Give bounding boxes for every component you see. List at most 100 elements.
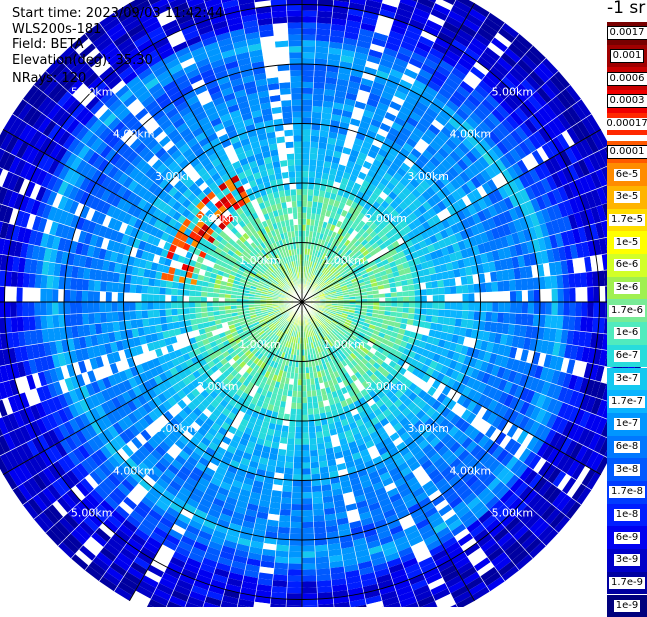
data-cell xyxy=(302,486,312,492)
data-cell xyxy=(302,415,308,421)
data-cell xyxy=(35,274,42,288)
data-cell xyxy=(159,287,166,295)
data-cell xyxy=(287,587,302,593)
data-cell xyxy=(272,586,288,593)
data-cell xyxy=(302,599,318,605)
data-cell xyxy=(94,280,101,291)
data-cell xyxy=(290,414,297,420)
data-cell xyxy=(313,515,325,522)
data-cell xyxy=(70,278,77,290)
data-cell xyxy=(509,313,516,324)
data-cell xyxy=(165,295,171,302)
data-cell xyxy=(491,281,498,292)
data-cell xyxy=(302,575,317,581)
data-cell xyxy=(491,312,498,323)
data-cell xyxy=(130,275,137,285)
data-cell xyxy=(528,290,534,302)
data-cell xyxy=(286,599,302,605)
data-cell xyxy=(302,456,310,462)
data-cell xyxy=(527,278,534,290)
data-cell xyxy=(289,546,302,552)
data-cell xyxy=(426,288,432,295)
data-cell xyxy=(165,288,171,295)
data-cell xyxy=(298,379,302,385)
data-cell xyxy=(28,302,34,316)
data-cell xyxy=(312,497,323,504)
data-cell xyxy=(285,456,294,463)
data-cell xyxy=(302,534,314,540)
data-cell xyxy=(302,563,316,569)
data-cell xyxy=(432,309,438,316)
data-cell xyxy=(52,302,58,315)
data-cell xyxy=(70,290,76,302)
data-cell xyxy=(575,287,581,302)
data-cell xyxy=(153,302,159,310)
data-cell xyxy=(534,302,540,314)
data-cell xyxy=(153,309,160,317)
data-cell xyxy=(153,294,159,302)
data-cell xyxy=(528,302,534,314)
data-cell xyxy=(486,302,492,312)
data-cell xyxy=(275,467,285,474)
data-cell xyxy=(272,580,287,587)
data-cell xyxy=(292,480,302,486)
data-cell xyxy=(166,316,173,324)
data-cell xyxy=(510,302,516,313)
data-cell xyxy=(165,302,171,309)
data-cell xyxy=(124,302,130,311)
data-cell xyxy=(575,302,581,317)
data-cell xyxy=(76,314,83,326)
data-cell xyxy=(498,291,504,302)
data-cell xyxy=(438,309,445,317)
data-cell xyxy=(295,439,302,445)
data-cell xyxy=(287,438,295,445)
data-cell xyxy=(302,439,309,445)
data-cell xyxy=(88,302,94,313)
data-cell xyxy=(456,294,462,302)
data-cell xyxy=(409,302,415,308)
data-cell xyxy=(302,421,309,427)
data-cell xyxy=(474,302,480,311)
data-cell xyxy=(302,480,312,486)
data-cell xyxy=(314,527,326,534)
data-cell xyxy=(285,462,294,469)
data-cell xyxy=(11,272,18,288)
data-cell xyxy=(580,272,587,287)
data-cell xyxy=(100,302,106,313)
data-cell xyxy=(420,308,426,315)
data-cell xyxy=(47,315,54,329)
data-cell xyxy=(171,295,177,302)
data-cell xyxy=(76,290,82,302)
data-cell xyxy=(521,278,528,290)
data-cell xyxy=(314,521,326,528)
data-cell xyxy=(112,292,118,302)
data-cell xyxy=(154,279,161,287)
data-cell xyxy=(316,562,330,569)
data-cell xyxy=(581,287,587,302)
data-cell xyxy=(278,521,290,528)
data-cell xyxy=(593,302,599,318)
data-cell xyxy=(286,593,302,599)
data-cell xyxy=(391,302,397,307)
data-cell xyxy=(432,288,438,295)
data-cell xyxy=(289,420,296,426)
data-cell xyxy=(302,510,313,516)
data-cell xyxy=(17,272,24,287)
data-cell xyxy=(302,391,307,397)
data-cell xyxy=(569,288,575,302)
data-cell xyxy=(504,291,510,302)
data-cell xyxy=(403,302,409,308)
data-cell xyxy=(551,315,558,329)
data-cell xyxy=(106,292,112,302)
data-cell xyxy=(450,286,457,294)
data-cell xyxy=(315,551,329,558)
data-cell xyxy=(373,302,379,306)
data-cell xyxy=(302,385,307,391)
data-cell xyxy=(296,409,302,415)
data-cell xyxy=(302,451,310,457)
data-cell xyxy=(159,309,166,317)
data-cell xyxy=(522,302,528,314)
data-cell xyxy=(302,593,318,599)
data-cell xyxy=(284,468,293,475)
data-cell xyxy=(165,309,171,316)
